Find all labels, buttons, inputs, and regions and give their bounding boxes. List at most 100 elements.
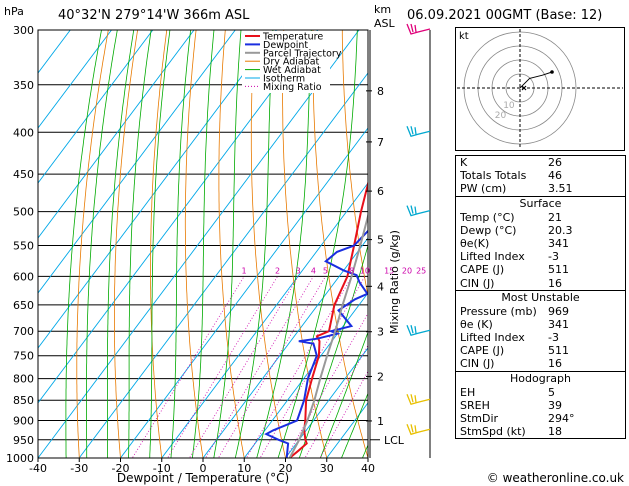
index-label: StmSpd (kt): [460, 425, 526, 439]
wind-barbs: [406, 23, 431, 458]
wet-adiabat: [256, 30, 312, 458]
index-label: SREH: [460, 398, 490, 412]
isotherm-line: [38, 30, 360, 458]
surface-section: Surface Temp (°C) 21 Dewp (°C) 20.3 θe(K) 341…: [456, 195, 625, 290]
legend-label: Parcel Trajectory: [263, 48, 342, 59]
wind-barb: [406, 324, 431, 336]
index-value: 18: [548, 425, 562, 439]
km-tick-label: 8: [377, 85, 384, 98]
index-label: Pressure (mb): [460, 304, 537, 318]
surface-title: Surface: [519, 196, 562, 210]
mixing-ratio-label: 25: [416, 266, 426, 275]
mixing-ratio-line: [259, 276, 366, 458]
mixing-ratio-label: 20: [402, 266, 412, 275]
index-label: Temp (°C): [460, 210, 515, 224]
index-row: CAPE (J) 511: [456, 263, 625, 276]
index-value: 3.51: [548, 182, 573, 196]
index-value: 5: [548, 385, 555, 399]
temp-tick-label: 30: [320, 462, 334, 475]
wet-adiabat: [191, 30, 215, 458]
mixing-ratio-line: [188, 276, 299, 458]
temp-tick-label: 20: [279, 462, 293, 475]
isotherm-line: [78, 72, 368, 458]
pressure-tick-label: 850: [13, 394, 34, 407]
index-row: PW (cm) 3.51: [456, 182, 625, 195]
wet-adiabat: [86, 30, 118, 458]
indices-panel: K 26 Totals Totals 46 PW (cm) 3.51 Surface Te…: [455, 155, 626, 440]
legend-label: Isotherm: [263, 74, 305, 85]
wet-adiabat: [128, 30, 152, 458]
hodograph-section: Hodograph EH 5 SREH 39 StmDir 294° StmSpd (kt)…: [456, 370, 625, 439]
index-value: 16: [548, 357, 562, 371]
index-label: Lifted Index: [460, 331, 525, 345]
hodograph-title: Hodograph: [510, 371, 571, 385]
pressure-tick-label: 350: [13, 79, 34, 92]
pressure-tick-label: 400: [13, 126, 34, 139]
index-value: 294°: [548, 412, 575, 425]
dry-adiabat: [312, 30, 368, 458]
index-row: Dewp (°C) 20.3: [456, 224, 625, 237]
index-value: -3: [548, 250, 559, 264]
mixing-ratio-line: [319, 370, 368, 458]
index-label: θe(K): [460, 236, 490, 250]
dry-adiabat: [341, 30, 368, 298]
km-tick-label: 5: [377, 234, 384, 247]
index-row: CIN (J) 16: [456, 277, 625, 290]
wind-barb: [406, 424, 431, 436]
dry-adiabat: [150, 30, 168, 458]
top-indices: K 26 Totals Totals 46 PW (cm) 3.51: [456, 156, 625, 196]
mixing-ratio-line: [217, 276, 326, 458]
most-unstable-title: Most Unstable: [501, 290, 580, 304]
credit-text: © weatheronline.co.uk: [487, 471, 624, 485]
mixing-ratio-line: [245, 276, 353, 458]
legend-background: [242, 31, 330, 93]
temp-tick-label: 0: [200, 462, 207, 475]
index-label: PW (cm): [460, 182, 507, 196]
km-tick-label: 6: [377, 185, 384, 198]
legend-label: Wet Adiabat: [263, 65, 321, 76]
index-row: CIN (J) 16: [456, 357, 625, 370]
index-row: Totals Totals 46: [456, 169, 625, 182]
mixing-ratio-label: 8: [349, 266, 354, 275]
index-label: θe (K): [460, 317, 493, 331]
index-value: 26: [548, 156, 562, 169]
index-row: Pressure (mb) 969: [456, 305, 625, 318]
hodograph-trace: [519, 71, 553, 89]
index-value: 969: [548, 304, 569, 318]
index-row: Temp (°C) 21: [456, 211, 625, 224]
index-value: 16: [548, 276, 562, 290]
curve-dewpoint: [264, 229, 368, 458]
index-label: Dewp (°C): [460, 223, 517, 237]
dry-adiabat: [218, 30, 245, 458]
pressure-tick-label: 950: [13, 434, 34, 447]
index-row: CAPE (J) 511: [456, 344, 625, 357]
wet-adiabat: [234, 30, 274, 458]
curve-parcel-trajectory: [288, 212, 368, 458]
temp-tick-label: -30: [70, 462, 88, 475]
wind-barb: [406, 23, 431, 35]
isotherm-line: [38, 30, 113, 129]
temp-tick-label: -40: [29, 462, 47, 475]
legend-label: Mixing Ratio: [263, 82, 322, 93]
valid-datetime: 06.09.2021 00GMT (Base: 12): [407, 8, 602, 23]
wet-adiabat: [213, 30, 242, 458]
isotherm-line: [38, 30, 154, 184]
km-tick-label: 1: [377, 415, 384, 428]
mixing-ratio-line: [131, 276, 245, 458]
pressure-tick-label: 500: [13, 206, 34, 219]
mixing-ratio-label: 4: [311, 266, 316, 275]
legend-label: Dewpoint: [263, 40, 308, 51]
index-label: Totals Totals: [460, 169, 527, 183]
index-row: StmDir 294°: [456, 412, 625, 425]
mixing-ratio-label: 5: [323, 266, 328, 275]
index-value: 46: [548, 169, 562, 183]
index-row: SREH 39: [456, 399, 625, 412]
temp-tick-label: 10: [237, 462, 251, 475]
isotherm-line: [161, 182, 368, 458]
temp-tick-label: 40: [361, 462, 375, 475]
plot-grid: [38, 30, 368, 458]
legend-label: Dry Adiabat: [263, 57, 320, 68]
km-label: km: [374, 3, 391, 16]
dry-adiabat: [76, 30, 109, 458]
